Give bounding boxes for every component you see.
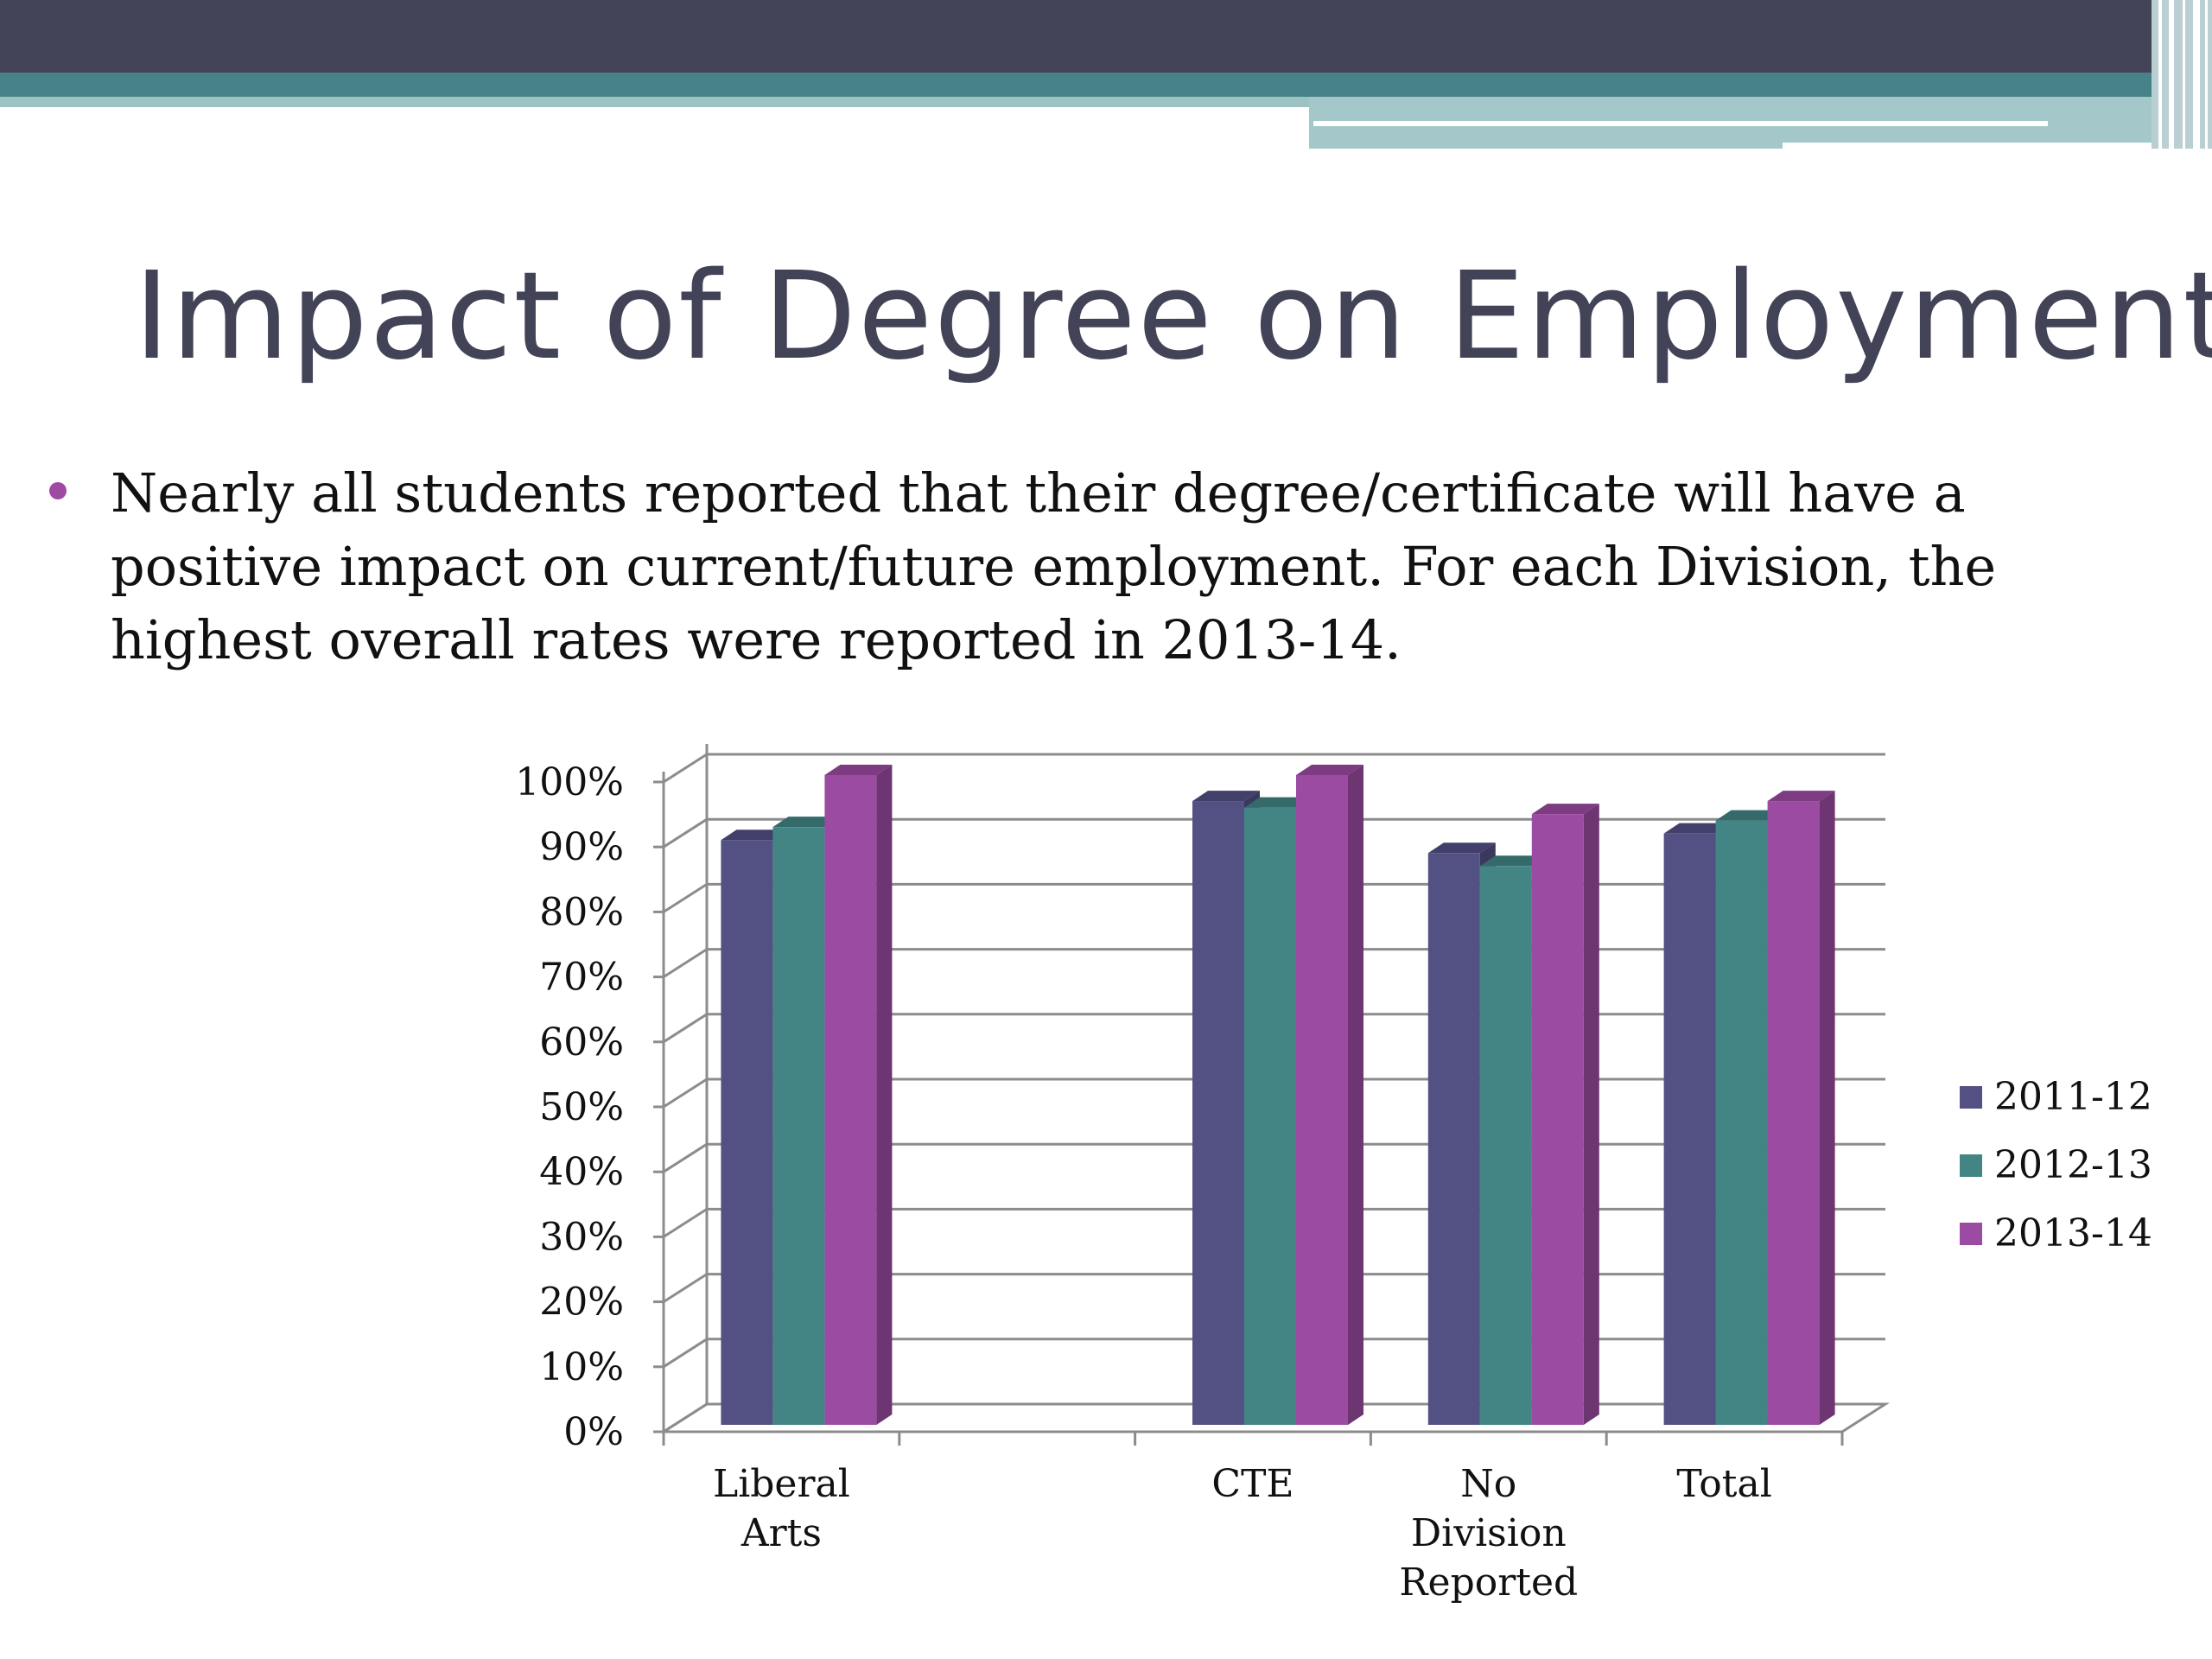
bar-top [1715, 810, 1783, 821]
legend-swatch [1960, 1223, 1982, 1245]
legend-label: 2011-12 [1994, 1075, 2152, 1119]
bar-top [1479, 855, 1548, 867]
gridline-depth [663, 1402, 708, 1433]
x-tick-label: Arts [741, 1511, 822, 1555]
bar-top [1296, 765, 1363, 775]
y-tick-label: 60% [539, 1020, 624, 1065]
bar-top [1192, 791, 1260, 802]
x-tick-label: Division [1411, 1511, 1567, 1555]
gridline-depth [663, 1013, 708, 1044]
slide-title: Impact of Degree on Employment [134, 246, 2212, 387]
bar-top [1767, 791, 1835, 802]
legend-label: 2012-13 [1994, 1143, 2152, 1187]
bar-2013-14-3 [1531, 814, 1584, 1425]
x-tick-label: Total [1676, 1462, 1771, 1506]
header-teal-bar [0, 73, 2212, 97]
y-tick-label: 40% [539, 1150, 624, 1194]
legend-swatch [1960, 1154, 1982, 1177]
y-tick-label: 80% [539, 890, 624, 934]
bar-top [1663, 823, 1732, 834]
x-tick-label: CTE [1211, 1462, 1294, 1506]
bar-top [1531, 804, 1599, 815]
y-tick-label: 30% [539, 1215, 624, 1259]
header-stripes [2152, 0, 2212, 149]
bar-2012-13-2 [1244, 807, 1296, 1425]
x-tick-label: No [1460, 1462, 1516, 1506]
gridline-depth [663, 817, 708, 849]
x-tick-label: Reported [1399, 1560, 1578, 1605]
bar-top [1427, 842, 1496, 854]
legend-swatch [1960, 1086, 1982, 1109]
header-accent-line [1313, 121, 2048, 126]
bar-2012-13-0 [772, 827, 825, 1425]
gridline-depth [663, 1077, 708, 1109]
bar-side [1819, 791, 1835, 1425]
header-dark-bar [0, 0, 2212, 73]
bar-2011-12-2 [1192, 801, 1244, 1425]
x-tick-label: Liberal [713, 1462, 850, 1506]
bar-2013-14-0 [824, 775, 877, 1425]
gridline-depth [663, 753, 708, 784]
bar-top [721, 830, 789, 841]
bar-side [1583, 804, 1599, 1425]
bar-2011-12-4 [1663, 833, 1716, 1425]
bar-side [1348, 765, 1363, 1425]
header-accent-line-lower [1783, 143, 2212, 149]
bar-side [876, 765, 893, 1425]
bar-2012-13-4 [1715, 820, 1768, 1425]
y-tick-label: 0% [563, 1410, 624, 1454]
gridline-depth [663, 1338, 708, 1369]
y-tick-label: 70% [539, 956, 624, 1000]
legend-label: 2013-14 [1994, 1211, 2152, 1255]
gridline-depth [663, 1142, 708, 1173]
bar-2011-12-0 [721, 840, 773, 1425]
bullet-text: Nearly all students reported that their … [111, 461, 1997, 671]
gridline-depth [663, 1208, 708, 1238]
bar-top [772, 817, 841, 828]
y-tick-label: 20% [539, 1281, 624, 1325]
gridline-depth [663, 1273, 708, 1303]
bar-2011-12-3 [1427, 853, 1480, 1425]
y-tick-label: 10% [539, 1345, 624, 1389]
bar-2012-13-3 [1479, 866, 1532, 1425]
bar-top [824, 765, 893, 775]
gridline-depth [663, 948, 708, 978]
y-tick-label: 100% [515, 760, 624, 804]
y-tick-label: 90% [539, 825, 624, 869]
bar-2013-14-4 [1767, 801, 1820, 1425]
gridline-depth [663, 883, 708, 913]
bullet-dot-icon [49, 482, 67, 499]
bar-top [1244, 797, 1312, 808]
bar-2013-14-2 [1296, 775, 1348, 1425]
y-tick-label: 50% [539, 1085, 624, 1129]
header-light-bar [0, 97, 1309, 107]
